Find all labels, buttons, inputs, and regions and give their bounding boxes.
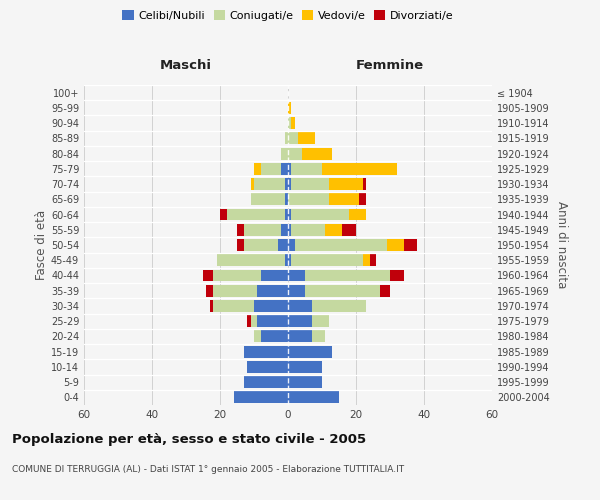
Bar (298, 132, 315, 144)
Bar (257, 285, 288, 296)
Bar (254, 330, 261, 342)
Text: Femmine: Femmine (356, 59, 424, 72)
Bar (251, 194, 284, 205)
Bar (251, 315, 257, 327)
Bar (288, 178, 292, 190)
Bar (244, 239, 278, 251)
Bar (325, 224, 343, 235)
Bar (284, 178, 288, 190)
Y-axis label: Fasce di età: Fasce di età (35, 210, 48, 280)
Bar (247, 361, 288, 373)
Bar (213, 270, 261, 281)
Bar (257, 315, 288, 327)
Bar (288, 117, 292, 129)
Bar (213, 300, 254, 312)
Bar (281, 224, 288, 235)
Bar (343, 224, 356, 235)
Bar (359, 194, 366, 205)
Bar (281, 163, 288, 175)
Bar (233, 392, 288, 404)
Bar (363, 178, 366, 190)
Bar (278, 239, 288, 251)
Bar (261, 270, 288, 281)
Bar (284, 254, 288, 266)
Bar (329, 194, 359, 205)
Bar (322, 163, 397, 175)
Text: Maschi: Maschi (160, 59, 212, 72)
Bar (284, 194, 288, 205)
Bar (244, 376, 288, 388)
Bar (203, 270, 213, 281)
Bar (288, 194, 329, 205)
Bar (312, 315, 329, 327)
Bar (288, 315, 312, 327)
Bar (254, 178, 284, 190)
Bar (390, 270, 404, 281)
Bar (237, 239, 244, 251)
Bar (305, 270, 390, 281)
Bar (220, 208, 227, 220)
Bar (312, 300, 366, 312)
Text: COMUNE DI TERRUGGIA (AL) - Dati ISTAT 1° gennaio 2005 - Elaborazione TUTTITALIA.: COMUNE DI TERRUGGIA (AL) - Dati ISTAT 1°… (12, 466, 404, 474)
Bar (292, 178, 329, 190)
Bar (292, 254, 363, 266)
Bar (251, 178, 254, 190)
Bar (213, 285, 257, 296)
Bar (288, 285, 305, 296)
Bar (380, 285, 390, 296)
Bar (244, 346, 288, 358)
Bar (288, 346, 332, 358)
Bar (329, 178, 363, 190)
Bar (288, 224, 292, 235)
Bar (254, 300, 288, 312)
Bar (386, 239, 404, 251)
Bar (292, 117, 295, 129)
Bar (295, 239, 386, 251)
Bar (227, 208, 284, 220)
Bar (261, 163, 281, 175)
Bar (288, 132, 298, 144)
Legend: Celibi/Nubili, Coniugati/e, Vedovi/e, Divorziati/e: Celibi/Nubili, Coniugati/e, Vedovi/e, Di… (120, 8, 456, 23)
Bar (288, 239, 295, 251)
Bar (302, 148, 332, 160)
Bar (288, 376, 322, 388)
Bar (288, 330, 312, 342)
Bar (363, 254, 370, 266)
Bar (312, 330, 325, 342)
Bar (261, 330, 288, 342)
Bar (288, 163, 292, 175)
Bar (305, 285, 380, 296)
Bar (210, 300, 213, 312)
Bar (292, 224, 325, 235)
Bar (370, 254, 376, 266)
Bar (288, 208, 292, 220)
Bar (284, 132, 288, 144)
Bar (288, 361, 322, 373)
Bar (254, 163, 261, 175)
Text: Popolazione per età, sesso e stato civile - 2005: Popolazione per età, sesso e stato civil… (12, 432, 366, 446)
Bar (288, 392, 339, 404)
Bar (247, 315, 251, 327)
Bar (206, 285, 213, 296)
Y-axis label: Anni di nascita: Anni di nascita (555, 202, 568, 288)
Bar (288, 254, 292, 266)
Bar (349, 208, 366, 220)
Bar (284, 208, 288, 220)
Bar (288, 270, 305, 281)
Bar (404, 239, 417, 251)
Bar (237, 224, 244, 235)
Bar (292, 208, 349, 220)
Bar (288, 102, 292, 114)
Bar (281, 148, 288, 160)
Bar (292, 163, 322, 175)
Bar (244, 224, 281, 235)
Bar (217, 254, 284, 266)
Bar (288, 300, 312, 312)
Bar (288, 148, 302, 160)
